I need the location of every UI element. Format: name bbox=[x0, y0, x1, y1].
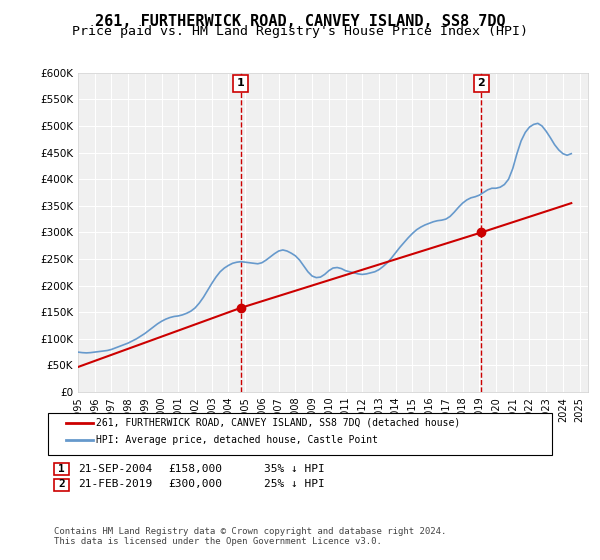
Text: Contains HM Land Registry data © Crown copyright and database right 2024.
This d: Contains HM Land Registry data © Crown c… bbox=[54, 526, 446, 546]
Text: 1: 1 bbox=[236, 78, 244, 88]
Text: 2: 2 bbox=[58, 479, 65, 489]
Text: Price paid vs. HM Land Registry's House Price Index (HPI): Price paid vs. HM Land Registry's House … bbox=[72, 25, 528, 38]
Text: £158,000: £158,000 bbox=[168, 464, 222, 474]
Text: 25% ↓ HPI: 25% ↓ HPI bbox=[264, 479, 325, 489]
Text: 1: 1 bbox=[58, 464, 65, 474]
Text: 21-FEB-2019: 21-FEB-2019 bbox=[78, 479, 152, 489]
Text: 2: 2 bbox=[478, 78, 485, 88]
Text: 35% ↓ HPI: 35% ↓ HPI bbox=[264, 464, 325, 474]
Text: £300,000: £300,000 bbox=[168, 479, 222, 489]
Text: 261, FURTHERWICK ROAD, CANVEY ISLAND, SS8 7DQ: 261, FURTHERWICK ROAD, CANVEY ISLAND, SS… bbox=[95, 14, 505, 29]
Text: 21-SEP-2004: 21-SEP-2004 bbox=[78, 464, 152, 474]
Text: 261, FURTHERWICK ROAD, CANVEY ISLAND, SS8 7DQ (detached house): 261, FURTHERWICK ROAD, CANVEY ISLAND, SS… bbox=[96, 418, 460, 428]
Text: HPI: Average price, detached house, Castle Point: HPI: Average price, detached house, Cast… bbox=[96, 435, 378, 445]
